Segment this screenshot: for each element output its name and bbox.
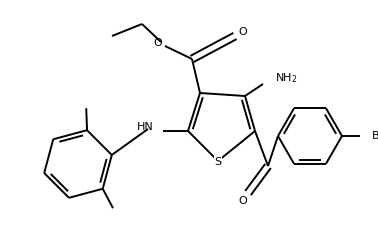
Text: HN: HN: [137, 122, 154, 132]
Text: Br: Br: [372, 131, 378, 141]
Text: S: S: [214, 157, 222, 167]
Text: O: O: [239, 27, 247, 37]
Text: O: O: [153, 38, 163, 48]
Text: O: O: [239, 196, 247, 206]
Text: NH$_2$: NH$_2$: [275, 71, 297, 85]
